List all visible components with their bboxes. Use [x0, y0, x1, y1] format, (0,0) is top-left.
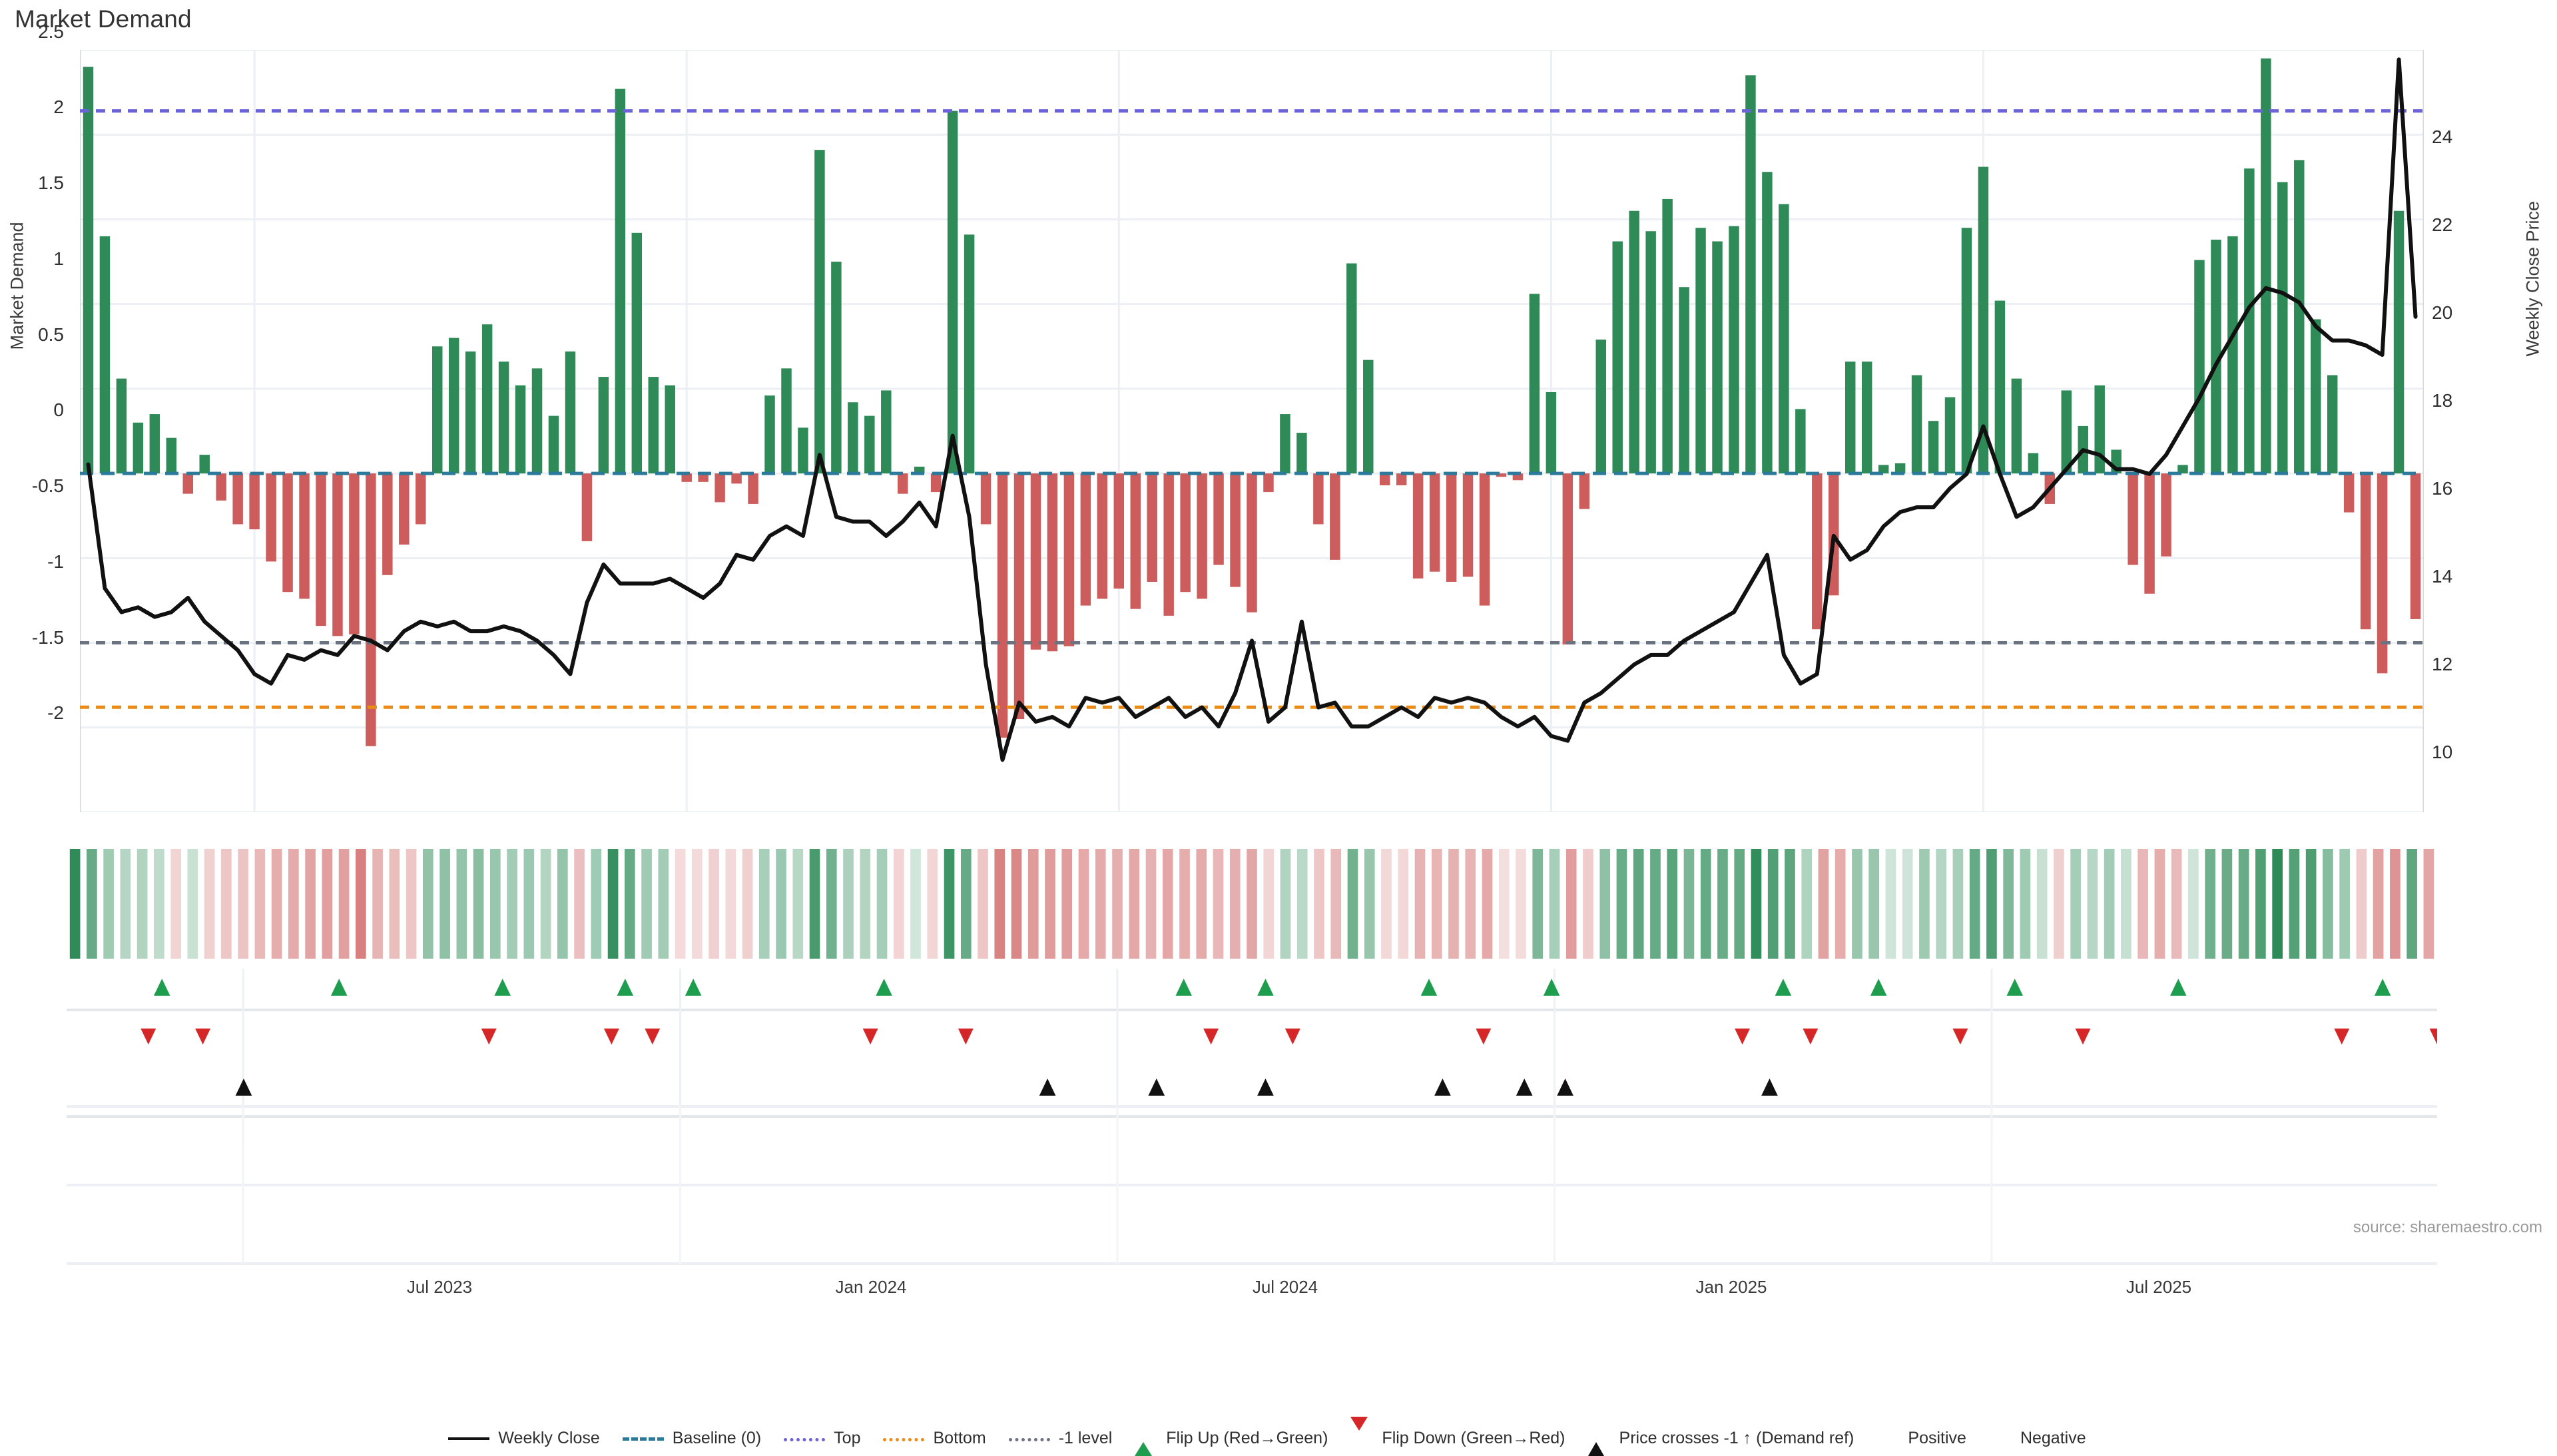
x-tick-3: Jan 2025: [1695, 1277, 1767, 1297]
y-tick-right-7: 10: [2432, 742, 2453, 762]
bottom-dotted-icon: [883, 1431, 925, 1445]
x-tick-4: Jul 2025: [2126, 1277, 2192, 1297]
legend-item-negative[interactable]: Negative: [1989, 1429, 2086, 1448]
weekly-close-line-icon: [448, 1431, 490, 1445]
chart-canvas: [80, 50, 2424, 812]
legend-item-flip-down[interactable]: Flip Down (Green→Red): [1350, 1417, 1565, 1448]
chart-legend: Weekly Close Baseline (0) Top Bottom -1 …: [0, 1417, 2557, 1456]
top-dotted-icon: [784, 1431, 826, 1445]
y-tick-left-8: -1.5: [31, 627, 64, 648]
minus-one-dotted-icon: [1008, 1431, 1050, 1445]
legend-label: Negative: [2020, 1428, 2086, 1447]
legend-item-top[interactable]: Top: [784, 1429, 860, 1448]
baseline-dash-icon: [622, 1431, 664, 1445]
x-tick-2: Jul 2024: [1252, 1277, 1318, 1297]
y-tick-left-2: 1.5: [38, 172, 64, 193]
legend-item-minus-one[interactable]: -1 level: [1008, 1428, 1113, 1448]
y-tick-right-4: 16: [2432, 478, 2453, 499]
heat-strip-canvas: [69, 849, 2434, 959]
demand-heat-strip: [67, 849, 2437, 959]
y-tick-right-0: 24: [2432, 126, 2453, 147]
y-tick-left-1: 2: [53, 97, 64, 117]
legend-label: Price crosses -1 ↑ (Demand ref): [1619, 1428, 1854, 1447]
x-tick-0: Jul 2023: [406, 1277, 473, 1297]
positive-dot-icon: [1876, 1431, 1899, 1445]
legend-label: Flip Down (Green→Red): [1382, 1428, 1565, 1447]
price-cross-triangle-icon: [1587, 1431, 1611, 1456]
source-watermark: source: sharemaestro.com: [2353, 1218, 2542, 1236]
y-tick-left-4: 0.5: [38, 324, 64, 345]
legend-item-weekly-close[interactable]: Weekly Close: [448, 1428, 600, 1448]
y-tick-left-0: 2.5: [38, 21, 64, 42]
legend-label: Positive: [1908, 1428, 1966, 1447]
legend-label: Bottom: [933, 1428, 986, 1447]
signal-markers-canvas: [67, 969, 2445, 1142]
legend-item-positive[interactable]: Positive: [1876, 1429, 1966, 1448]
legend-label: -1 level: [1058, 1428, 1113, 1447]
page-title: Market Demand: [15, 5, 192, 33]
legend-label: Flip Up (Red→Green): [1166, 1428, 1328, 1447]
y-tick-left-3: 1: [53, 248, 64, 269]
y-tick-left-7: -1: [47, 551, 64, 572]
lower-grid-panel: [67, 1105, 2437, 1265]
legend-label: Baseline (0): [672, 1428, 762, 1447]
y-tick-right-1: 22: [2432, 214, 2453, 235]
legend-item-price-cross[interactable]: Price crosses -1 ↑ (Demand ref): [1587, 1428, 1854, 1456]
legend-label: Top: [834, 1428, 861, 1447]
y-tick-right-2: 20: [2432, 302, 2453, 323]
legend-item-flip-up[interactable]: Flip Up (Red→Green): [1135, 1428, 1328, 1456]
flip-down-triangle-icon: [1350, 1417, 1373, 1445]
y-tick-left-9: -2: [47, 702, 64, 723]
y-tick-left-6: -0.5: [31, 475, 64, 496]
y-tick-right-6: 12: [2432, 654, 2453, 674]
y-tick-right-3: 18: [2432, 390, 2453, 411]
negative-dot-icon: [1989, 1431, 2012, 1445]
flip-up-triangle-icon: [1135, 1431, 1157, 1456]
legend-label: Weekly Close: [498, 1428, 600, 1447]
legend-item-baseline[interactable]: Baseline (0): [622, 1428, 762, 1448]
y-tick-left-5: 0: [53, 399, 64, 420]
lower-grid-canvas: [67, 1105, 2437, 1265]
y-tick-right-5: 14: [2432, 566, 2453, 587]
y-axis-right-label: Weekly Close Price: [2522, 200, 2543, 357]
signal-markers-panel: [67, 969, 2445, 1142]
x-tick-1: Jan 2024: [835, 1277, 907, 1297]
legend-item-bottom[interactable]: Bottom: [883, 1429, 986, 1448]
main-chart-plot: [80, 50, 2424, 812]
